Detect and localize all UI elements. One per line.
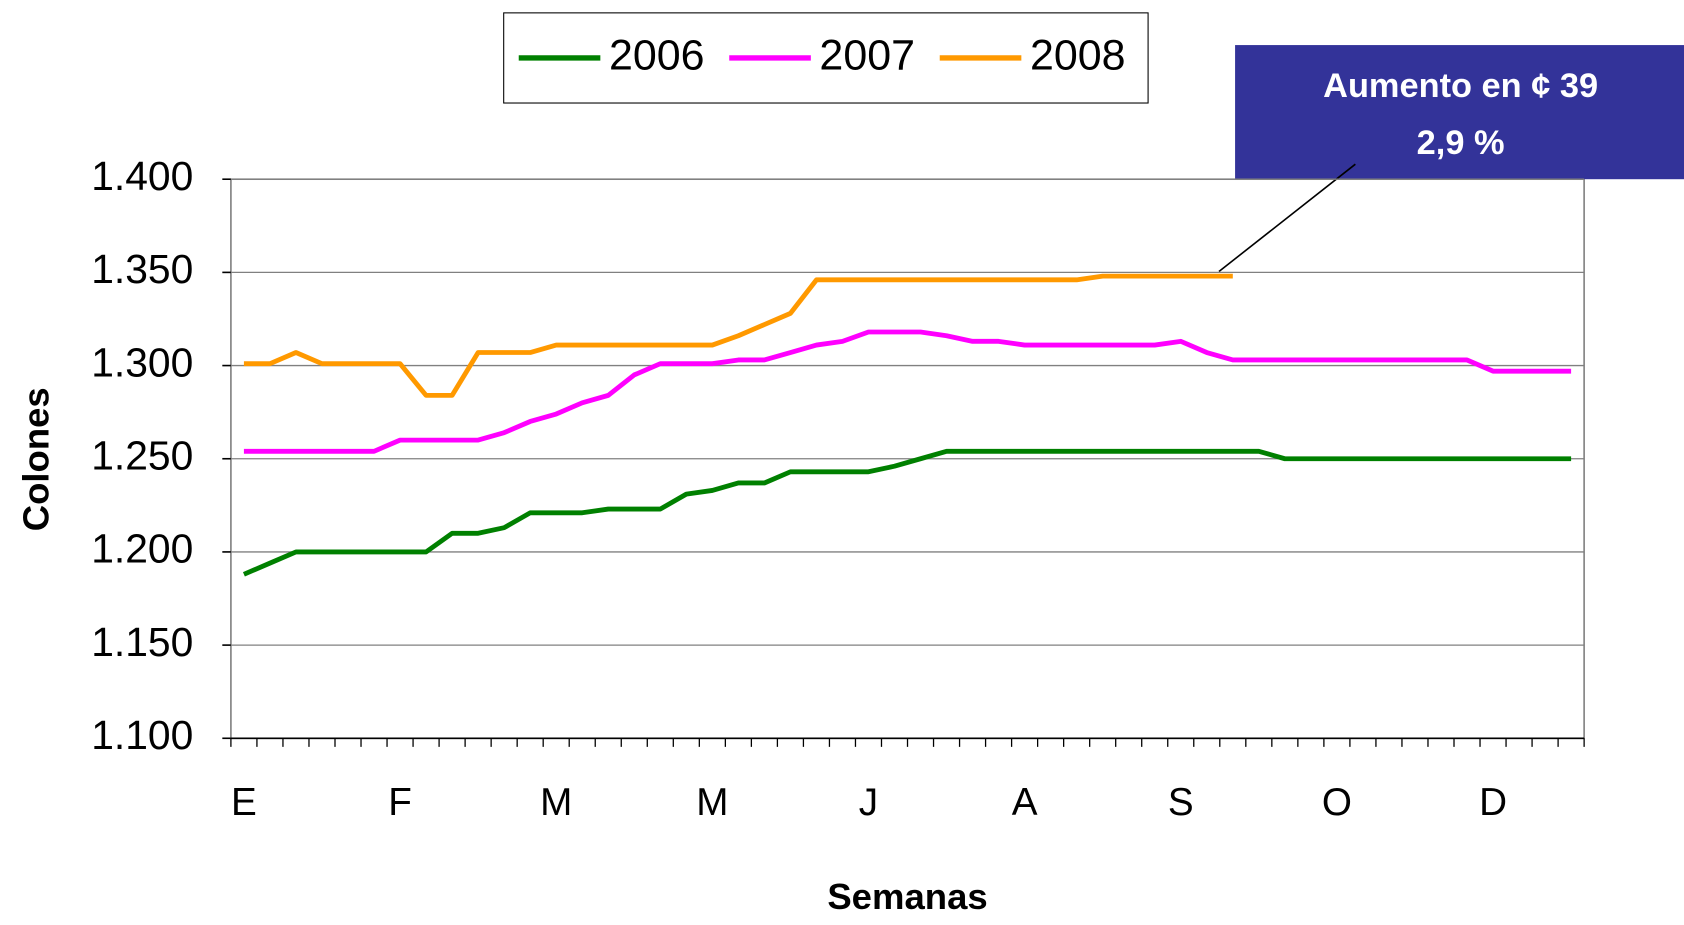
x-axis-label: Semanas	[827, 876, 987, 917]
x-tick-label: E	[231, 781, 257, 824]
line-series	[243, 329, 1572, 454]
y-axis-label: Colones	[15, 387, 56, 531]
x-tick-label: D	[1479, 781, 1507, 824]
x-tick-label: S	[1168, 781, 1194, 824]
legend-label: 2006	[609, 31, 705, 79]
y-tick-label: 1.400	[91, 153, 193, 199]
legend-label: 2007	[819, 31, 915, 79]
legend-box	[503, 12, 1149, 104]
line-series	[242, 448, 1572, 577]
y-tick-label: 1.350	[91, 246, 193, 292]
x-tick-label: O	[1322, 781, 1352, 824]
y-tick-label: 1.150	[91, 619, 193, 665]
x-tick-label: J	[859, 781, 878, 824]
annotation-leader	[1218, 163, 1356, 273]
x-tick-label: M	[540, 781, 572, 824]
annotation-text: Aumento en ¢ 39	[1323, 67, 1598, 105]
legend-label: 2008	[1030, 31, 1126, 79]
y-tick-label: 1.100	[91, 712, 193, 758]
y-tick-label: 1.200	[91, 526, 193, 572]
x-tick-label: A	[1012, 781, 1038, 824]
annotation-box	[1235, 45, 1684, 180]
line-series	[243, 273, 1233, 398]
x-tick-label: F	[388, 781, 412, 824]
y-tick-label: 1.300	[91, 339, 193, 385]
x-tick-label: M	[696, 781, 728, 824]
annotation-text: 2,9 %	[1417, 124, 1505, 162]
y-tick-label: 1.250	[91, 433, 193, 479]
